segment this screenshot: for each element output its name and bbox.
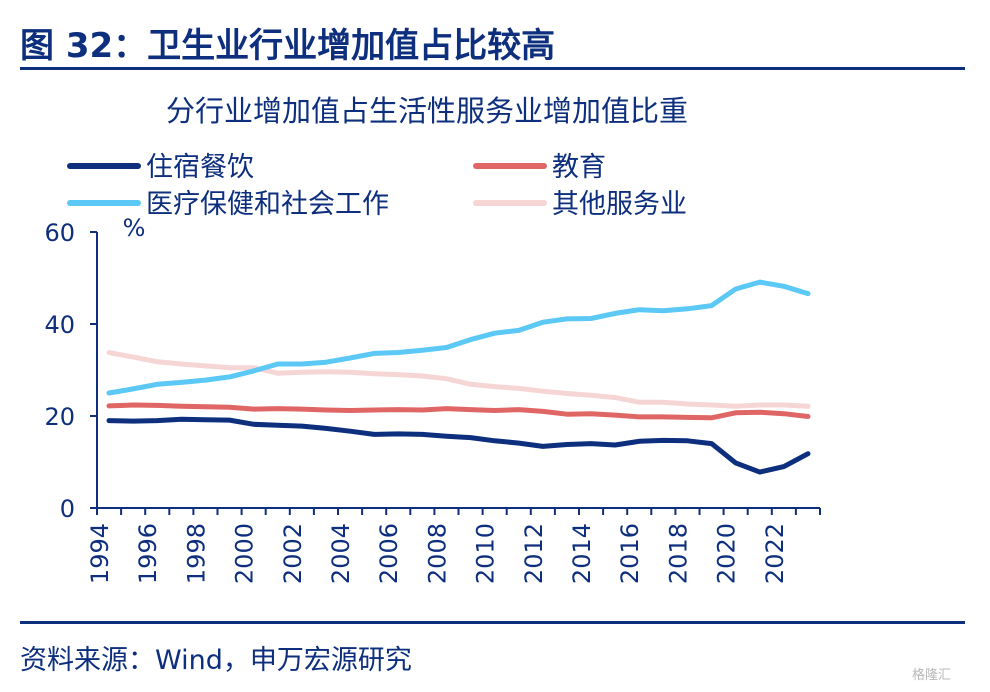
x-tick-label: 2018 (664, 523, 692, 584)
x-tick-label: 1998 (182, 523, 210, 584)
series-lines (106, 279, 811, 475)
legend-label: 教育 (552, 152, 606, 183)
legend-label: 医疗保健和社会工作 (146, 189, 389, 220)
x-tick-label: 2022 (761, 523, 789, 584)
x-tick-label: 2008 (423, 523, 451, 584)
series-line-3 (106, 350, 811, 409)
x-tick-label: 2010 (472, 523, 500, 584)
x-tick-label: 2000 (231, 523, 259, 584)
x-tick-label: 2020 (713, 523, 741, 584)
x-tick-label: 2004 (327, 523, 355, 584)
x-tick-label: 2002 (279, 523, 307, 584)
axes: 0 20 40 60 % 1994 1996 1998 2000 2002 2004 2006 2008… (44, 214, 821, 584)
source-note: 资料来源：Wind，申万宏源研究 (20, 645, 412, 676)
x-tick-label: 1996 (134, 523, 162, 584)
figure-title: 图 32：卫生业行业增加值占比较高 (20, 26, 556, 66)
series-line-1 (106, 402, 811, 421)
y-tick-label: 20 (44, 403, 75, 431)
x-tick-label: 2012 (520, 523, 548, 584)
legend-label: 住宿餐饮 (146, 152, 254, 183)
x-tick-label: 2014 (568, 523, 596, 584)
x-tick-label: 1994 (86, 523, 114, 584)
title-rule (20, 67, 965, 70)
source-rule (20, 621, 965, 624)
x-tick-label: 2016 (616, 523, 644, 584)
chart-title: 分行业增加值占生活性服务业增加值比重 (166, 94, 688, 128)
series-line-0 (106, 416, 811, 475)
series-line-2 (106, 279, 811, 396)
x-tick-label: 2006 (375, 523, 403, 584)
legend-label: 其他服务业 (552, 189, 687, 220)
y-tick-label: 60 (44, 219, 75, 247)
y-tick-label: 40 (44, 311, 75, 339)
y-axis-unit: % (123, 214, 146, 242)
watermark: 格隆汇 (912, 668, 952, 683)
y-tick-label: 0 (60, 495, 75, 523)
